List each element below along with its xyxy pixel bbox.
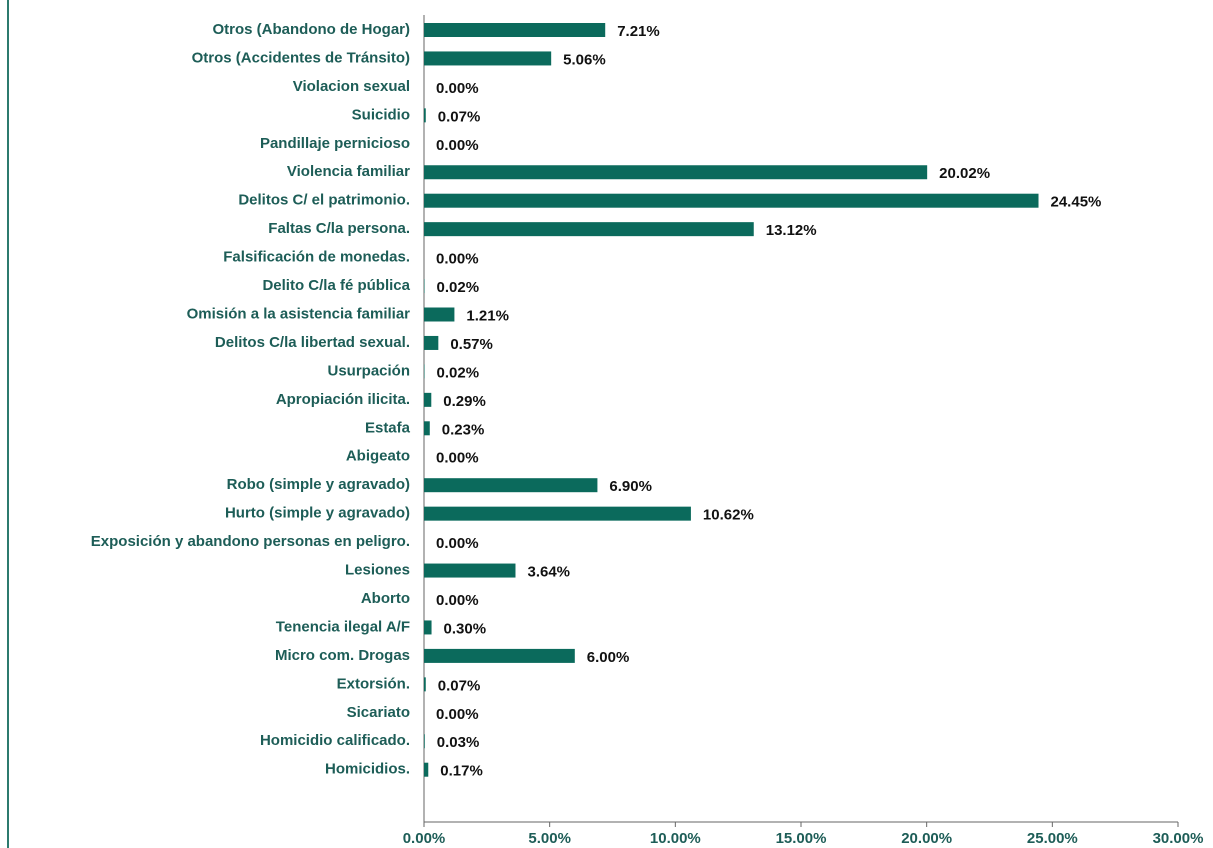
- bar: [424, 648, 575, 663]
- category-label: Omisión a la asistencia familiar: [187, 305, 411, 322]
- x-tick-label: 15.00%: [776, 830, 827, 847]
- x-tick-label: 10.00%: [650, 830, 701, 847]
- value-label: 10.62%: [703, 507, 754, 524]
- value-label: 0.29%: [443, 393, 486, 410]
- value-label: 0.07%: [438, 108, 481, 125]
- value-label: 5.06%: [563, 51, 606, 68]
- bar: [424, 193, 1039, 208]
- value-label: 0.02%: [437, 279, 480, 296]
- value-label: 0.00%: [436, 251, 479, 268]
- category-label: Delitos C/ el patrimonio.: [238, 192, 410, 209]
- value-label: 1.21%: [466, 307, 509, 324]
- category-label: Sicariato: [347, 704, 410, 721]
- value-label: 20.02%: [939, 165, 990, 182]
- category-label: Otros (Abandono de Hogar): [213, 21, 411, 38]
- value-label: 24.45%: [1051, 194, 1102, 211]
- bar: [424, 563, 516, 578]
- value-label: 0.00%: [436, 450, 479, 467]
- category-label: Lesiones: [345, 562, 410, 579]
- x-tick-label: 30.00%: [1153, 830, 1204, 847]
- x-tick-label: 5.00%: [528, 830, 571, 847]
- category-label: Falsificación de monedas.: [223, 249, 410, 266]
- category-label: Violencia familiar: [287, 163, 410, 180]
- category-label: Pandillaje pernicioso: [260, 135, 410, 152]
- bar: [424, 222, 754, 237]
- category-label: Hurto (simple y agravado): [225, 505, 410, 522]
- bar: [424, 307, 455, 322]
- bar: [424, 620, 432, 635]
- bar: [424, 335, 439, 350]
- category-label: Faltas C/la persona.: [268, 220, 410, 237]
- bar: [424, 23, 606, 37]
- value-label: 0.00%: [436, 535, 479, 552]
- category-label: Extorsión.: [337, 675, 410, 692]
- value-label: 0.00%: [436, 592, 479, 609]
- bar: [424, 762, 429, 777]
- value-label: 13.12%: [766, 222, 817, 239]
- category-label: Tenencia ilegal A/F: [276, 618, 410, 635]
- value-label: 0.17%: [440, 763, 483, 780]
- bar: [424, 677, 426, 692]
- category-label: Delito C/la fé pública: [262, 277, 410, 294]
- value-label: 0.30%: [444, 620, 487, 637]
- value-label: 0.00%: [436, 80, 479, 97]
- value-label: 0.00%: [436, 706, 479, 723]
- category-label: Apropiación ilicita.: [276, 391, 410, 408]
- category-label: Delitos C/la libertad sexual.: [215, 334, 410, 351]
- value-label: 0.02%: [437, 364, 480, 381]
- value-label: 6.90%: [609, 478, 652, 495]
- category-label: Exposición y abandono personas en peligr…: [91, 533, 410, 550]
- bar: [424, 421, 430, 436]
- bar: [424, 392, 432, 407]
- value-label: 7.21%: [617, 23, 660, 40]
- x-tick-label: 25.00%: [1027, 830, 1078, 847]
- value-label: 0.57%: [450, 336, 493, 353]
- category-label: Robo (simple y agravado): [227, 476, 410, 493]
- category-label: Otros (Accidentes de Tránsito): [192, 49, 410, 66]
- value-label: 0.07%: [438, 677, 481, 694]
- bar: [424, 364, 425, 379]
- category-label: Usurpación: [327, 362, 410, 379]
- value-label: 0.23%: [442, 421, 485, 438]
- value-label: 0.03%: [437, 734, 480, 751]
- value-label: 3.64%: [527, 564, 570, 581]
- bar: [424, 279, 425, 294]
- bar: [424, 51, 552, 66]
- category-label: Homicidio calificado.: [260, 732, 410, 749]
- category-label: Micro com. Drogas: [275, 647, 410, 664]
- x-tick-label: 0.00%: [403, 830, 446, 847]
- bar: [424, 165, 928, 180]
- category-label: Aborto: [361, 590, 410, 607]
- category-label: Estafa: [365, 419, 411, 436]
- category-label: Abigeato: [346, 448, 410, 465]
- bar: [424, 478, 598, 493]
- category-label: Violacion sexual: [293, 78, 410, 95]
- value-label: 6.00%: [587, 649, 630, 666]
- value-label: 0.00%: [436, 137, 479, 154]
- x-tick-label: 20.00%: [901, 830, 952, 847]
- bar: [424, 506, 691, 521]
- bar: [424, 734, 425, 749]
- category-label: Suicidio: [352, 106, 410, 123]
- bar: [424, 108, 426, 123]
- category-label: Homicidios.: [325, 761, 410, 778]
